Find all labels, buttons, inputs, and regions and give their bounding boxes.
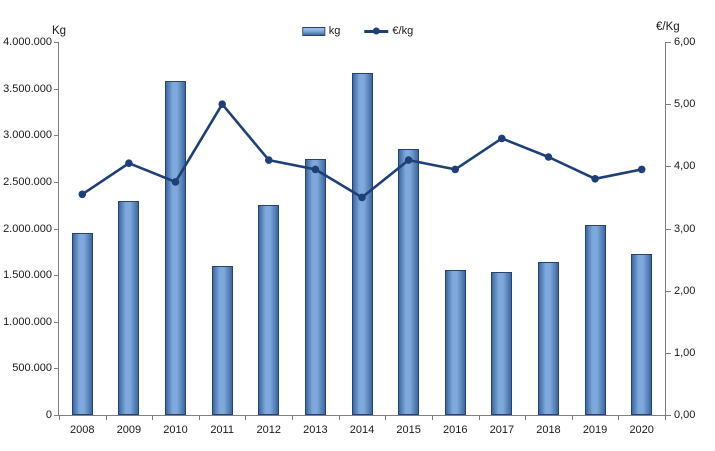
y-left-tick-label: 500.000 (12, 362, 52, 375)
bar-2010 (165, 81, 187, 415)
y-left-tickmark (54, 415, 59, 416)
bar-swatch-icon (301, 26, 325, 36)
line-marker-2009 (125, 159, 133, 167)
bar-2018 (537, 262, 559, 415)
y-right-tick-label: 3,00 (674, 222, 696, 235)
y-left-tickmark (54, 368, 59, 370)
line-marker-2016 (451, 165, 460, 174)
y-right-tick-label: 2,00 (674, 284, 696, 297)
x-tick-label: 2014 (349, 424, 375, 436)
bar-2014 (351, 72, 373, 415)
x-axis-tickmark (385, 416, 387, 420)
x-axis-tickmark (152, 416, 154, 420)
y-right-tick-label: 5,00 (674, 98, 696, 111)
y-left-tick-label: 3.500.000 (3, 82, 52, 95)
y-left-tick-label: 2.000.000 (3, 222, 52, 235)
x-tick-label: 2015 (396, 424, 421, 436)
y-left-tickmark (54, 181, 59, 183)
x-axis-tickmark (571, 416, 573, 420)
y-left-tick-label: 1.500.000 (3, 269, 52, 282)
x-tick-label: 2017 (489, 424, 515, 436)
y-left-tickmark (54, 42, 59, 43)
y-left-tickmark (54, 135, 59, 137)
bar-2008 (71, 233, 93, 415)
line-marker-swatch-icon (372, 27, 380, 35)
x-axis-tickmark (431, 416, 433, 420)
y-right-tickmark (666, 42, 671, 43)
x-tick-label: 2009 (116, 424, 142, 436)
line-swatch-icon (364, 27, 389, 35)
y-left-tick-label: 0 (45, 409, 52, 421)
y-right-tick-label: 4,00 (674, 160, 696, 173)
x-axis-tickmark (525, 416, 527, 420)
x-axis-tickmark (59, 416, 60, 420)
bar-2016 (444, 269, 466, 415)
x-axis-line (58, 415, 666, 416)
line-marker-2017 (498, 134, 506, 143)
legend-label-eur-per-kg: €/kg (392, 25, 414, 37)
y-right-tick-label: 6,00 (674, 36, 696, 48)
bar-2020 (631, 253, 653, 415)
x-axis-tickmark (618, 416, 620, 420)
line-marker-2011 (218, 100, 226, 108)
right-axis-line (665, 42, 666, 416)
y-left-tickmark (54, 88, 59, 90)
left-axis-title: Kg (52, 25, 67, 37)
bar-2015 (398, 149, 420, 415)
x-axis-tickmark (478, 416, 480, 420)
legend: kg €/kg (301, 25, 413, 37)
x-tick-label: 2012 (256, 424, 281, 436)
y-left-tickmark (54, 275, 59, 277)
y-right-tickmark (666, 290, 671, 292)
y-left-tickmark (54, 321, 59, 323)
x-axis-tickmark (245, 416, 247, 420)
line-marker-2018 (544, 153, 553, 161)
bar-2019 (584, 224, 606, 415)
bar-2017 (491, 272, 513, 415)
y-right-tickmark (666, 415, 671, 416)
y-left-tick-label: 3.000.000 (3, 129, 52, 142)
x-tick-label: 2016 (442, 424, 468, 436)
x-axis-tickmark (198, 416, 200, 420)
y-left-tick-label: 2.500.000 (3, 175, 52, 188)
y-left-tickmark (54, 228, 59, 230)
right-axis-title: €/Kg (656, 21, 680, 33)
x-tick-label: 2011 (210, 424, 234, 436)
line-marker-2020 (637, 165, 646, 174)
y-right-tick-label: 0,00 (674, 409, 696, 421)
x-axis-tickmark (105, 416, 107, 420)
line-marker-2008 (78, 190, 87, 199)
x-tick-label: 2020 (629, 424, 654, 436)
x-tick-label: 2010 (163, 424, 188, 436)
bar-2013 (304, 158, 326, 415)
x-axis-tickmark (292, 416, 294, 420)
y-right-tickmark (666, 104, 671, 106)
y-left-tick-label: 4.000.000 (3, 36, 52, 48)
legend-item-eur-per-kg: €/kg (364, 25, 413, 37)
line-marker-2019 (591, 175, 599, 183)
x-tick-label: 2018 (536, 424, 561, 436)
line-marker-2012 (265, 156, 273, 164)
x-tick-label: 2008 (70, 424, 95, 436)
bar-2012 (258, 205, 280, 415)
y-right-tickmark (666, 352, 671, 354)
y-left-tick-label: 1.000.000 (3, 315, 52, 328)
y-right-tickmark (666, 166, 671, 168)
y-right-tick-label: 1,00 (674, 346, 696, 359)
x-tick-label: 2013 (303, 424, 328, 436)
x-axis-tickmark (665, 416, 666, 420)
legend-label-kg: kg (328, 25, 341, 37)
bar-2011 (211, 265, 233, 415)
x-axis-tickmark (338, 416, 340, 420)
bar-2009 (118, 200, 140, 415)
x-tick-label: 2019 (582, 424, 608, 436)
legend-item-kg: kg (301, 25, 341, 37)
y-right-tickmark (666, 228, 671, 230)
